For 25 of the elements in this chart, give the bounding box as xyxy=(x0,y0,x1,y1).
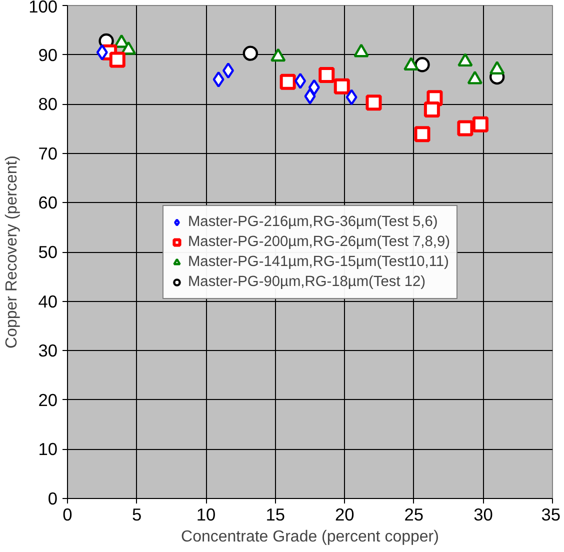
y-tick-label: 70 xyxy=(38,143,58,164)
x-tick-label: 0 xyxy=(62,504,72,524)
x-axis-title: Concentrate Grade (percent copper) xyxy=(181,528,439,546)
y-tick-label: 40 xyxy=(38,291,58,312)
y-tick-label: 20 xyxy=(38,390,58,410)
x-tick-label: 15 xyxy=(266,504,285,524)
legend-label: Master-PG-90µm,RG-18µm(Test 12) xyxy=(188,274,426,290)
y-tick-label: 90 xyxy=(38,44,58,65)
y-axis-title: Copper Recovery (percent) xyxy=(4,156,21,348)
y-tick-label: 60 xyxy=(38,192,58,213)
x-tick-label: 35 xyxy=(541,504,561,524)
y-tick-label: 100 xyxy=(28,0,58,16)
y-tick-label: 30 xyxy=(38,340,58,361)
legend-label: Master-PG-200µm,RG-26µm(Test 7,8,9) xyxy=(188,234,450,250)
legend-label: Master-PG-141µm,RG-15µm(Test10,11) xyxy=(188,254,449,270)
y-tick-label: 10 xyxy=(38,439,58,460)
legend-label: Master-PG-216µm,RG-36µm(Test 5,6) xyxy=(188,214,438,230)
x-tick-label: 20 xyxy=(335,504,354,524)
x-tick-label: 5 xyxy=(132,504,142,524)
x-tick-label: 30 xyxy=(474,504,493,524)
x-tick-label: 10 xyxy=(196,504,216,524)
x-tick-label: 25 xyxy=(404,504,424,524)
y-tick-label: 0 xyxy=(48,488,58,508)
y-tick-label: 50 xyxy=(38,242,58,262)
y-tick-label: 80 xyxy=(38,94,58,114)
